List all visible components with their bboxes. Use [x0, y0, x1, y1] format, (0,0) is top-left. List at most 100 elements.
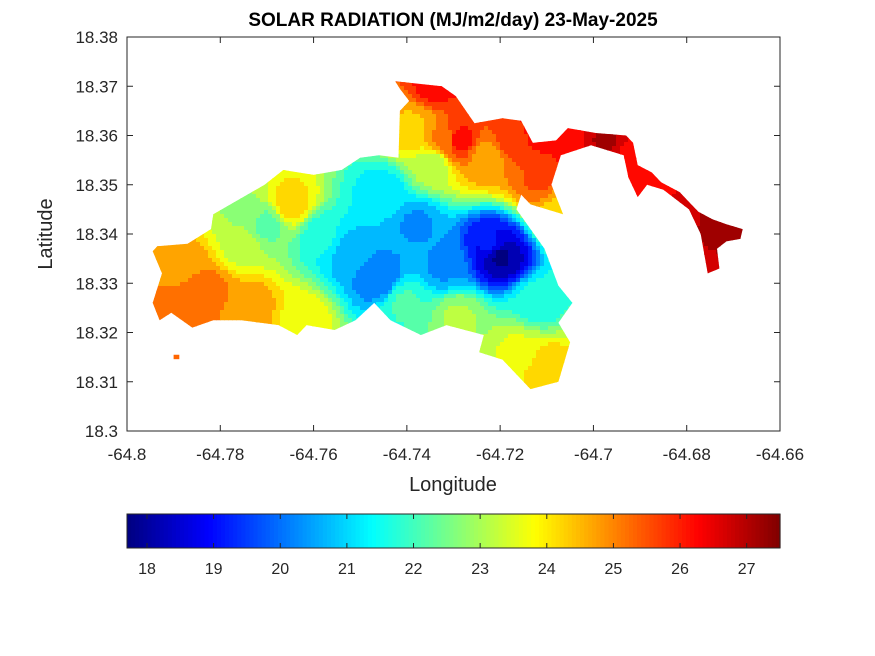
field-cell [484, 198, 489, 203]
field-cell [416, 166, 421, 171]
field-cell [412, 194, 417, 199]
field-cell [532, 186, 537, 191]
field-cell [520, 170, 525, 175]
field-cell [436, 114, 441, 119]
field-cell [396, 81, 401, 83]
field-cell [364, 190, 369, 195]
field-cell [480, 190, 485, 195]
field-cell [472, 190, 477, 195]
field-cell [408, 178, 413, 183]
field-cell [432, 118, 437, 123]
field-cell [336, 170, 341, 175]
field-cell [500, 182, 505, 187]
field-cell [508, 166, 513, 171]
field-cell [484, 126, 489, 131]
field-cell [420, 106, 425, 111]
field-cell [452, 106, 457, 111]
field-cell [388, 186, 393, 191]
field-cell [524, 162, 529, 167]
field-cell [320, 198, 325, 203]
field-cell [356, 198, 361, 203]
field-cell [444, 186, 449, 191]
field-cell [424, 130, 429, 135]
field-cell [276, 190, 281, 195]
field-cell [632, 170, 637, 175]
field-cell [400, 190, 405, 195]
field-cell [552, 190, 557, 195]
field-cell [436, 174, 441, 179]
field-cell [396, 166, 401, 171]
field-cell [460, 106, 465, 111]
field-cell [428, 182, 433, 187]
field-cell [504, 158, 509, 163]
field-cell [520, 174, 525, 179]
field-cell [432, 138, 437, 143]
field-cell [452, 178, 457, 183]
field-cell [340, 186, 345, 191]
field-cell [516, 174, 521, 179]
field-cell [668, 190, 673, 195]
field-cell [428, 178, 433, 183]
field-cell [516, 182, 521, 187]
field-cell [528, 166, 533, 171]
field-cell [540, 190, 545, 195]
field-cell [464, 198, 469, 203]
field-cell [512, 198, 517, 203]
field-cell [672, 194, 677, 199]
field-cell [460, 174, 465, 179]
field-cell [448, 198, 453, 203]
field-cell [280, 178, 285, 183]
field-cell [408, 82, 413, 87]
field-cell [520, 126, 525, 131]
field-cell [640, 182, 645, 187]
field-cell [436, 166, 441, 171]
field-cell [420, 190, 425, 195]
field-cell [420, 186, 425, 191]
field-cell [396, 186, 401, 191]
field-cell [524, 182, 529, 187]
field-cell [368, 194, 373, 199]
field-cell [488, 182, 493, 187]
field-cell [444, 114, 449, 119]
field-cell [508, 194, 513, 199]
field-cell [412, 102, 417, 107]
field-cell [496, 130, 501, 135]
field-cell [636, 186, 641, 191]
field-cell [444, 146, 449, 151]
field-cell [268, 198, 273, 203]
field-cell [496, 158, 501, 163]
field-cell [472, 158, 477, 163]
field-cell [436, 142, 441, 147]
field-cell [648, 170, 653, 175]
field-cell [364, 194, 369, 199]
field-cell [344, 182, 349, 187]
field-cell [468, 186, 473, 191]
field-cell [360, 166, 365, 171]
field-cell [424, 138, 429, 143]
field-cell [540, 150, 545, 155]
field-cell [520, 186, 525, 191]
field-cell [636, 170, 641, 175]
field-cell [632, 166, 637, 171]
field-cell [236, 202, 241, 207]
field-cell [436, 170, 441, 175]
field-cell [508, 130, 513, 135]
field-cell [532, 150, 537, 155]
field-cell [520, 122, 525, 127]
field-cell [300, 198, 305, 203]
field-cell [444, 202, 449, 207]
field-cell [432, 126, 437, 131]
field-cell [372, 166, 377, 171]
field-cell [552, 194, 557, 199]
field-cell [664, 186, 669, 191]
field-cell [516, 162, 521, 167]
field-cell [520, 178, 525, 183]
field-cell [444, 94, 449, 99]
field-cell [456, 130, 461, 135]
field-cell [464, 170, 469, 175]
field-cell [272, 202, 277, 207]
field-cell [464, 186, 469, 191]
field-cell [524, 186, 529, 191]
field-cell [528, 138, 533, 143]
field-cell [428, 198, 433, 203]
